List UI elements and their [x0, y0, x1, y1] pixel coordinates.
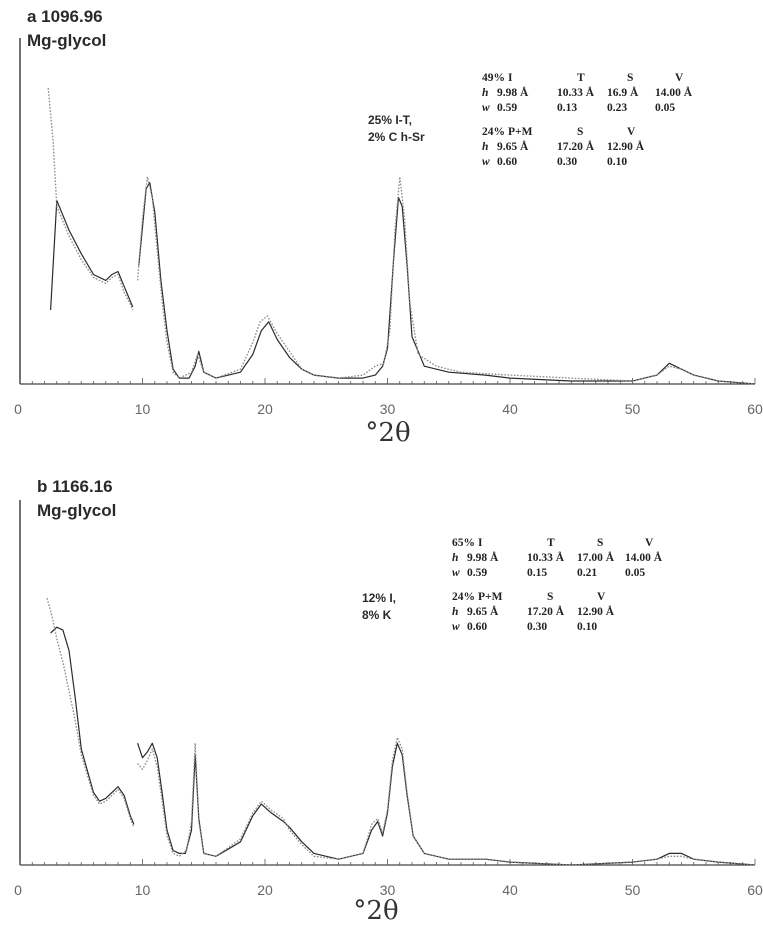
fit-table-cell: T — [577, 72, 585, 84]
annotation-a-line1: 25% I-T, — [368, 113, 413, 127]
chart-title-b: b 1166.16 — [37, 477, 113, 496]
fit-table-cell: 17.20 Å — [527, 606, 565, 618]
fit-table-cell: 0.59 — [467, 567, 488, 579]
fit-table-cell: V — [627, 126, 636, 138]
chart-panel-a: a 1096.96 Mg-glycol 25% I-T, 2% C h-Sr 4… — [0, 0, 763, 465]
fit-table-cell: 65% — [452, 537, 475, 549]
fit-table-cell: V — [645, 537, 654, 549]
fit-table-cell: 9.98 Å — [467, 552, 499, 564]
fit-table-cell: 12.90 Å — [607, 141, 645, 153]
fit-table-cell: 0.10 — [577, 621, 598, 633]
x-tick-label: 10 — [134, 882, 151, 898]
annotation-b-line1: 12% I, — [362, 591, 397, 605]
fit-table-cell: 0.15 — [527, 567, 548, 579]
series-1-segment-1 — [50, 626, 135, 825]
x-tick-label: 20 — [257, 401, 273, 417]
fit-table-cell: V — [675, 72, 684, 84]
fit-table-cell: 17.00 Å — [577, 552, 615, 564]
fit-table-cell: w — [482, 156, 490, 168]
series-2-segment-1 — [47, 87, 134, 311]
x-tick-label: 40 — [502, 401, 518, 417]
x-tick-label: 10 — [134, 401, 151, 417]
plot-area-b — [19, 500, 756, 866]
fit-table-cell: 14.00 Å — [655, 87, 693, 99]
fit-table-cell: 9.65 Å — [467, 606, 499, 618]
series-1-segment-2 — [138, 182, 756, 385]
fit-table-cell: 0.21 — [577, 567, 598, 579]
x-tick-label: 0 — [14, 882, 22, 898]
fit-table-cell: P+M — [508, 126, 533, 138]
fit-table-cell: 16.9 Å — [607, 87, 639, 99]
fit-table-cell: V — [597, 591, 606, 603]
fit-table-cell: 9.98 Å — [497, 87, 529, 99]
x-tick-label: 30 — [379, 882, 396, 898]
fit-table-cell: w — [452, 621, 460, 633]
fit-table-cell: P+M — [478, 591, 503, 603]
x-tick-label: 0 — [14, 401, 22, 417]
fit-table-cell: 0.05 — [625, 567, 646, 579]
x-tick-label: 40 — [502, 882, 518, 898]
fit-table-cell: I — [478, 537, 483, 549]
annotation-b-line2: 8% K — [362, 608, 392, 622]
x-tick-label: 50 — [624, 882, 641, 898]
series-2-segment-1 — [46, 598, 135, 828]
fit-table-cell: T — [547, 537, 555, 549]
fit-table-cell: 10.33 Å — [557, 87, 595, 99]
fit-table-cell: 12.90 Å — [577, 606, 615, 618]
fit-table-cell: h — [482, 141, 489, 153]
annotation-a-line2: 2% C h-Sr — [368, 130, 425, 144]
fit-table-cell: S — [547, 591, 554, 603]
fit-table-cell: 49% — [482, 72, 505, 84]
fit-table-cell: 0.13 — [557, 102, 578, 114]
fit-table-cell: S — [577, 126, 584, 138]
x-tick-label: 20 — [257, 882, 273, 898]
x-tick-label: 60 — [747, 882, 763, 898]
fit-table-cell: 24% — [482, 126, 505, 138]
fit-table-cell: 14.00 Å — [625, 552, 663, 564]
fit-table-cell: 0.60 — [497, 156, 518, 168]
x-tick-label: 30 — [379, 401, 396, 417]
plot-area-a — [19, 38, 756, 385]
fit-table-cell: 17.20 Å — [557, 141, 595, 153]
fit-table-cell: 0.30 — [557, 156, 578, 168]
x-axis-label-b: °2θ — [353, 896, 399, 926]
fit-table-cell: S — [627, 72, 634, 84]
fit-table-cell: h — [452, 552, 459, 564]
x-tick-label: 60 — [747, 401, 763, 417]
fit-table-cell: 0.10 — [607, 156, 628, 168]
fit-table-cell: 0.30 — [527, 621, 548, 633]
chart-title-a: a 1096.96 — [27, 7, 103, 26]
chart-subtitle-a: Mg-glycol — [27, 31, 107, 50]
fit-table-cell: h — [452, 606, 459, 618]
fit-table-cell: w — [482, 102, 490, 114]
x-axis-label-a: °2θ — [365, 418, 411, 448]
fit-table-cell: S — [597, 537, 604, 549]
fit-table-cell: w — [452, 567, 460, 579]
fit-table-cell: 0.05 — [655, 102, 676, 114]
fit-table-cell: I — [508, 72, 513, 84]
fit-table-cell: 10.33 Å — [527, 552, 565, 564]
fit-table-cell: 0.60 — [467, 621, 488, 633]
series-2-segment-2 — [137, 736, 756, 866]
fit-table-cell: 9.65 Å — [497, 141, 529, 153]
x-tick-label: 50 — [624, 401, 641, 417]
fit-table-cell: h — [482, 87, 489, 99]
chart-subtitle-b: Mg-glycol — [37, 501, 117, 520]
fit-table-cell: 0.59 — [497, 102, 518, 114]
series-2-segment-2 — [136, 176, 756, 385]
series-1-segment-1 — [50, 199, 134, 311]
fit-table-cell: 0.23 — [607, 102, 628, 114]
fit-table-cell: 24% — [452, 591, 475, 603]
